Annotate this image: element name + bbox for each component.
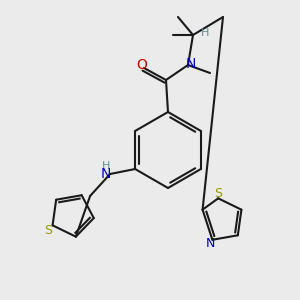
Text: H: H bbox=[102, 161, 110, 171]
Text: S: S bbox=[214, 187, 222, 200]
Text: S: S bbox=[45, 224, 52, 237]
Text: O: O bbox=[136, 58, 147, 72]
Text: N: N bbox=[101, 167, 111, 181]
Text: H: H bbox=[201, 28, 209, 38]
Text: N: N bbox=[186, 57, 196, 71]
Text: N: N bbox=[206, 237, 215, 250]
